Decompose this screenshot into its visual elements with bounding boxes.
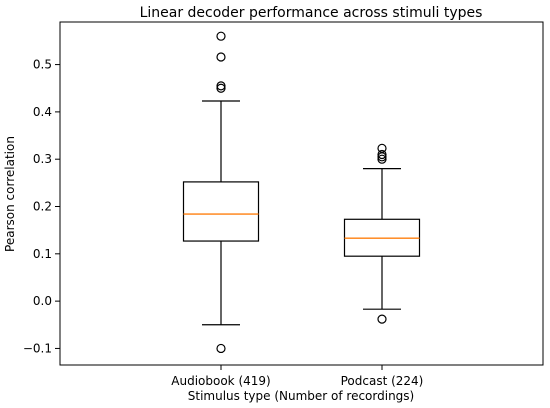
y-tick-label: 0.1 <box>33 247 52 261</box>
outlier-point <box>377 143 387 153</box>
outlier-point <box>216 52 226 62</box>
box-series <box>182 31 421 354</box>
y-axis-label: Pearson correlation <box>3 136 17 252</box>
box-group <box>182 31 260 354</box>
outlier-point <box>216 343 226 354</box>
y-tick-label: 0.3 <box>33 152 52 166</box>
x-axis: Audiobook (419) Podcast (224) <box>171 365 423 388</box>
x-tick-label: Audiobook (419) <box>171 374 270 388</box>
chart-title: Linear decoder performance across stimul… <box>140 5 483 21</box>
outlier-point <box>377 154 387 164</box>
box-group <box>343 143 421 324</box>
y-tick-label: 0.2 <box>33 200 52 214</box>
outlier-point <box>216 81 226 91</box>
plot-area-frame <box>59 21 544 366</box>
y-tick-label: 0.5 <box>33 58 52 72</box>
iqr-box <box>182 181 260 242</box>
outlier-point <box>377 149 387 160</box>
y-axis: −0.1 0.0 0.1 0.2 0.3 0.4 0.5 <box>23 58 60 355</box>
outlier-point <box>216 83 226 93</box>
outlier-point <box>377 314 387 324</box>
x-tick-label: Podcast (224) <box>341 374 424 388</box>
y-tick-label: 0.0 <box>33 294 52 308</box>
x-axis-label: Stimulus type (Number of recordings) <box>188 389 414 403</box>
y-tick-label: 0.4 <box>33 105 52 119</box>
outlier-point <box>216 31 226 41</box>
y-tick-label: −0.1 <box>23 341 52 355</box>
